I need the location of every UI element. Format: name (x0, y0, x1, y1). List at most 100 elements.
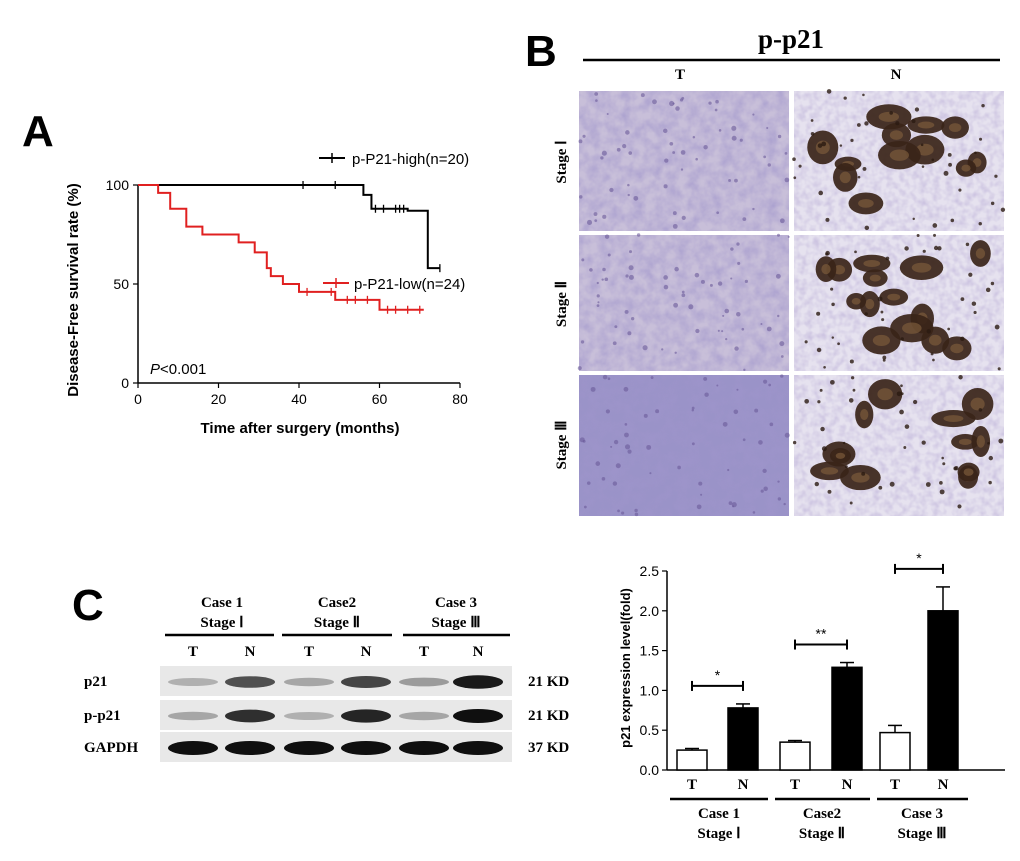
ihc-nucleus (752, 113, 755, 116)
ihc-nucleus (941, 456, 944, 460)
ihc-gland-lumen (872, 334, 891, 347)
ihc-nucleus (625, 274, 629, 278)
ihc-nucleus (990, 201, 995, 206)
ihc-nucleus (601, 150, 607, 156)
wb-lane-label: T (419, 644, 429, 660)
panel-letter-b: B (525, 27, 557, 76)
ihc-nucleus (877, 296, 883, 302)
wb-lane-label: T (304, 644, 314, 660)
ihc-nucleus (661, 348, 664, 351)
ihc-nucleus (728, 179, 731, 182)
ihc-nucleus (582, 134, 586, 138)
km-p-value-p: P (150, 361, 160, 378)
km-x-tick-label: 20 (211, 391, 227, 407)
ihc-nucleus (965, 242, 970, 247)
ihc-tile-r1-t (578, 91, 790, 231)
ihc-tile-r2-n (794, 233, 1004, 371)
km-legend-high-label: p-P21-high(n=20) (352, 151, 469, 168)
ihc-nucleus (817, 143, 823, 148)
wb-case-title-3: Case 3 (435, 595, 477, 611)
wb-band (453, 709, 503, 723)
ihc-nucleus (700, 279, 705, 284)
ihc-nucleus (848, 398, 854, 403)
ihc-nucleus (721, 330, 724, 333)
ihc-nucleus (760, 489, 764, 493)
ihc-nucleus (594, 219, 598, 223)
km-p-value: P<0.001 (150, 361, 206, 378)
km-p-value-rest: <0.001 (160, 361, 206, 378)
bar-y-tick-label: 0.5 (640, 722, 660, 738)
ihc-nucleus (900, 337, 904, 341)
bar-group-title: Case 3 (901, 806, 943, 822)
ihc-gland-lumen (970, 397, 985, 411)
km-survival-chart: 0 20 40 60 80 0 50 100 Disease-Free survival ra… (65, 151, 469, 437)
ihc-gland-lumen (833, 264, 846, 275)
ihc-tile-r2-t (577, 233, 790, 371)
ihc-nucleus (627, 183, 630, 187)
ihc-nucleus (810, 131, 815, 136)
ihc-nucleus (722, 314, 725, 317)
ihc-nucleus (856, 123, 861, 127)
wb-lane-label: T (188, 644, 198, 660)
ihc-nucleus (911, 119, 916, 124)
ihc-nucleus (739, 138, 743, 142)
ihc-nucleus (776, 233, 781, 237)
ihc-nucleus (579, 195, 583, 199)
ihc-nucleus (669, 100, 675, 107)
bar-category-label: T (890, 777, 900, 793)
ihc-nucleus (947, 152, 952, 157)
ihc-nucleus (988, 455, 993, 461)
ihc-nucleus (987, 441, 990, 445)
ihc-gland-lumen (963, 468, 974, 476)
ihc-row-label-2: Stage Ⅱ (554, 281, 570, 327)
ihc-nucleus (826, 89, 832, 94)
ihc-nucleus (607, 253, 611, 257)
km-x-tick-label: 40 (291, 391, 307, 407)
wb-band (168, 711, 218, 721)
ihc-nucleus (957, 504, 962, 509)
bar-category-label: N (938, 777, 949, 793)
ihc-nucleus (595, 461, 601, 466)
wb-protein-name: GAPDH (84, 740, 138, 756)
ihc-nucleus (880, 310, 884, 314)
ihc-nucleus (831, 336, 835, 339)
wb-case-title-1: Case 1 (201, 595, 243, 611)
ihc-nucleus (617, 509, 620, 513)
ihc-nucleus (850, 376, 855, 380)
ihc-tiles (577, 89, 1006, 517)
ihc-nucleus (839, 144, 843, 147)
ihc-nucleus (737, 261, 741, 265)
ihc-nucleus (724, 308, 730, 314)
bar-y-tick-label: 0.0 (640, 762, 660, 778)
ihc-nucleus (916, 233, 920, 237)
ihc-nucleus (677, 465, 681, 470)
ihc-nucleus (787, 235, 790, 238)
ihc-nucleus (862, 93, 865, 97)
bar-category-label: T (687, 777, 697, 793)
ihc-nucleus (825, 252, 829, 256)
wb-band (225, 741, 275, 755)
ihc-nucleus (596, 294, 600, 298)
wb-band (341, 676, 391, 688)
ihc-nucleus (981, 103, 985, 108)
ihc-nucleus (583, 505, 587, 509)
ihc-nucleus (752, 511, 756, 514)
ihc-nucleus (716, 211, 720, 215)
ihc-nucleus (974, 151, 977, 155)
ihc-nucleus (752, 207, 755, 211)
ihc-nucleus (703, 376, 708, 381)
ihc-nucleus (650, 376, 654, 379)
ihc-nucleus (604, 234, 610, 239)
ihc-gland-lumen (958, 438, 972, 445)
ihc-nucleus (586, 219, 593, 226)
ihc-gland-lumen (821, 263, 831, 275)
ihc-nucleus (593, 212, 598, 216)
ihc-nucleus (601, 278, 604, 281)
ihc-gland-lumen (950, 343, 964, 354)
ihc-nucleus (882, 355, 887, 360)
wb-protein-name: p-p21 (84, 708, 121, 724)
ihc-nucleus (741, 327, 745, 331)
ihc-nucleus (679, 98, 684, 102)
ihc-nucleus (579, 437, 585, 443)
